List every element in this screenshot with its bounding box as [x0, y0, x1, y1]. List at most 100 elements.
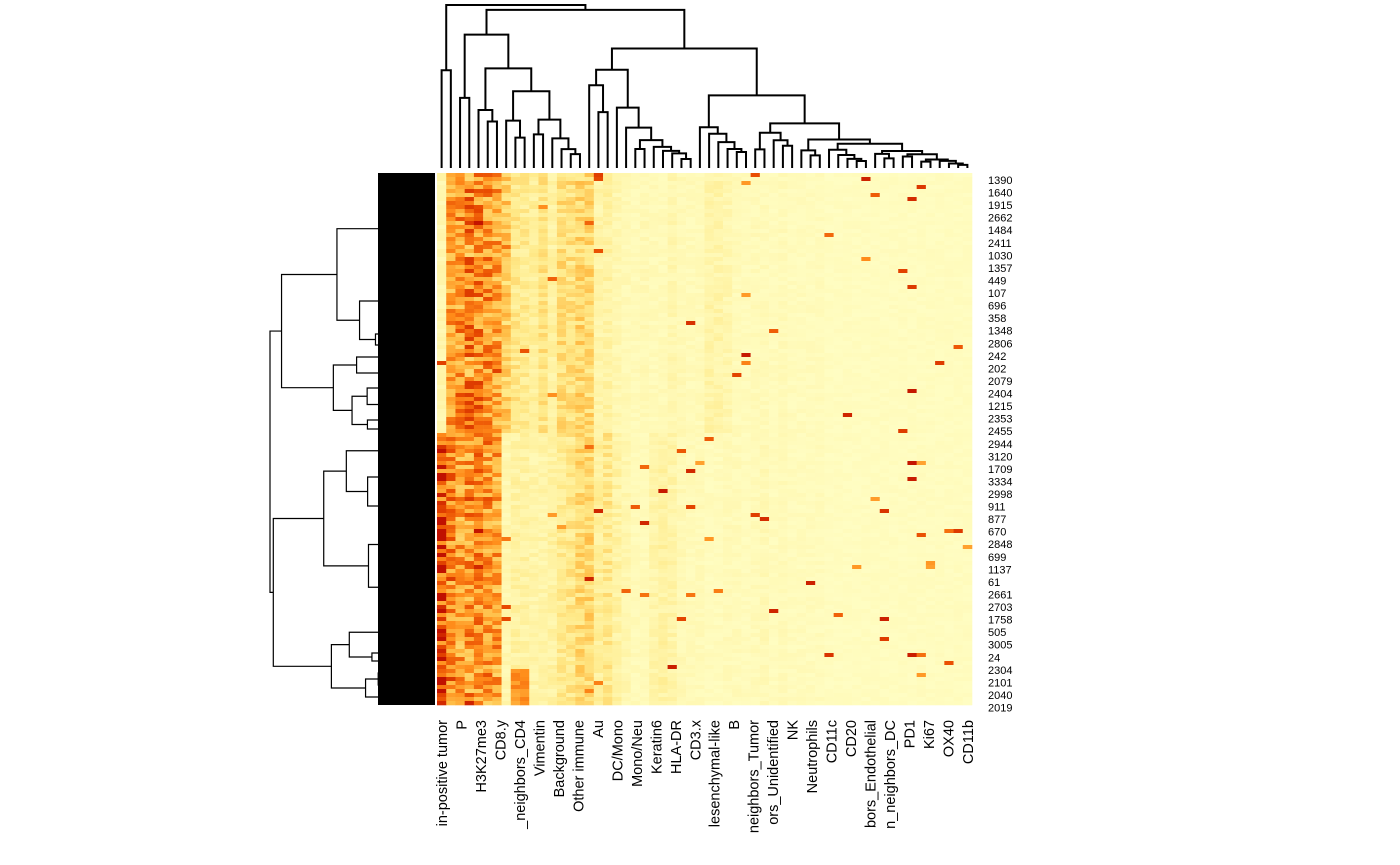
heatmap-cell	[815, 473, 825, 478]
heatmap-cell	[593, 461, 604, 466]
heatmap-cell	[446, 201, 456, 206]
heatmap-cell	[953, 265, 964, 270]
heatmap-cell	[556, 177, 567, 182]
heatmap-cell	[741, 189, 751, 194]
heatmap-cell	[686, 317, 696, 322]
heatmap-cell	[584, 505, 595, 510]
heatmap-cell	[437, 461, 447, 466]
heatmap-cell	[916, 213, 927, 218]
heatmap-cell	[676, 361, 687, 366]
heatmap-cell	[852, 241, 862, 246]
heatmap-cell	[704, 201, 715, 206]
heatmap-cell	[584, 237, 595, 242]
heatmap-cell	[437, 401, 447, 406]
heatmap-cell	[879, 385, 890, 390]
heatmap-cell	[464, 253, 475, 258]
heatmap-cell	[510, 377, 521, 382]
heatmap-cell	[870, 313, 881, 318]
heatmap-cell	[556, 461, 567, 466]
heatmap-cell	[805, 373, 816, 378]
heatmap-cell	[538, 349, 548, 354]
heatmap-cell	[612, 277, 622, 282]
heatmap-cell	[529, 485, 539, 490]
heatmap-cell	[796, 325, 807, 330]
heatmap-cell	[483, 261, 493, 266]
heatmap-cell	[547, 481, 558, 486]
heatmap-cell	[898, 353, 908, 358]
heatmap-cell	[722, 365, 733, 370]
heatmap-cell	[861, 257, 871, 262]
heatmap-cell	[501, 353, 512, 358]
heatmap-cell	[861, 437, 871, 442]
heatmap-cell	[492, 225, 502, 230]
heatmap-cell	[944, 457, 954, 462]
heatmap-cell	[722, 177, 733, 182]
heatmap-cell	[658, 185, 668, 190]
heatmap-cell	[935, 413, 945, 418]
heatmap-cell	[916, 237, 927, 242]
heatmap-cell	[446, 489, 456, 494]
heatmap-cell	[907, 489, 917, 494]
heatmap-cell	[639, 513, 650, 518]
heatmap-cell	[870, 173, 881, 178]
heatmap-cell	[842, 457, 853, 462]
heatmap-cell	[556, 333, 567, 338]
heatmap-cell	[713, 513, 724, 518]
heatmap-cell	[538, 413, 548, 418]
heatmap-cell	[916, 233, 927, 238]
heatmap-cell	[556, 369, 567, 374]
heatmap-cell	[483, 493, 493, 498]
heatmap-cell	[686, 237, 696, 242]
heatmap-cell	[538, 257, 548, 262]
heatmap-cell	[437, 181, 447, 186]
heatmap-cell	[815, 361, 825, 366]
heatmap-cell	[455, 349, 465, 354]
heatmap-cell	[759, 173, 770, 178]
heatmap-cell	[769, 493, 779, 498]
heatmap-cell	[575, 421, 585, 426]
heatmap-cell	[649, 285, 659, 290]
heatmap-cell	[944, 413, 954, 418]
heatmap-cell	[759, 413, 770, 418]
heatmap-cell	[778, 317, 788, 322]
heatmap-cell	[464, 513, 475, 518]
heatmap-cell	[676, 313, 687, 318]
heatmap-cell	[888, 209, 899, 214]
heatmap-cell	[603, 337, 613, 342]
heatmap-cell	[879, 329, 890, 334]
heatmap-cell	[925, 297, 936, 302]
heatmap-cell	[658, 237, 668, 242]
heatmap-cell	[842, 301, 853, 306]
heatmap-cell	[520, 493, 530, 498]
heatmap-cell	[473, 465, 484, 470]
heatmap-cell	[898, 381, 908, 386]
heatmap-cell	[575, 489, 585, 494]
heatmap-cell	[667, 269, 678, 274]
heatmap-cell	[916, 397, 927, 402]
heatmap-cell	[437, 425, 447, 430]
heatmap-cell	[925, 197, 936, 202]
heatmap-cell	[741, 465, 751, 470]
heatmap-cell	[612, 261, 622, 266]
heatmap-cell	[732, 365, 742, 370]
heatmap-cell	[473, 385, 484, 390]
heatmap-cell	[658, 173, 668, 178]
heatmap-cell	[778, 505, 788, 510]
heatmap-cell	[510, 397, 521, 402]
heatmap-cell	[529, 425, 539, 430]
heatmap-cell	[713, 389, 724, 394]
heatmap-cell	[833, 361, 844, 366]
heatmap-cell	[796, 457, 807, 462]
heatmap-cell	[805, 245, 816, 250]
heatmap-cell	[639, 197, 650, 202]
heatmap-cell	[861, 189, 871, 194]
heatmap-cell	[833, 185, 844, 190]
heatmap-cell	[658, 405, 668, 410]
heatmap-cell	[935, 357, 945, 362]
heatmap-cell	[778, 341, 788, 346]
heatmap-cell	[556, 393, 567, 398]
heatmap-cell	[538, 205, 548, 210]
heatmap-cell	[667, 425, 678, 430]
heatmap-cell	[852, 337, 862, 342]
heatmap-cell	[593, 281, 604, 286]
